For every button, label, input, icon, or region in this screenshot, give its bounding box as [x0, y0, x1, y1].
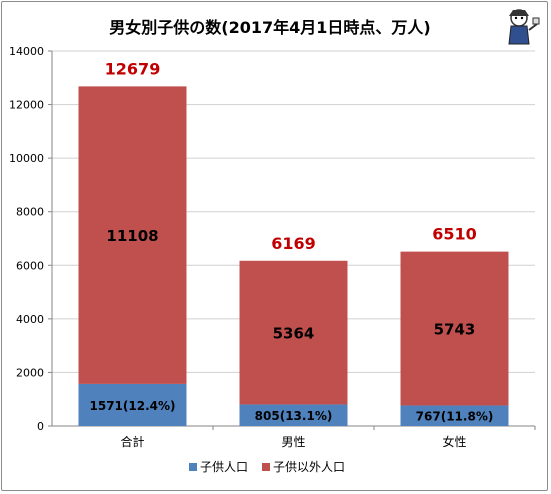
legend-label-child: 子供人口	[200, 460, 249, 474]
data-label: 767(11.8%)	[416, 410, 494, 424]
data-label: 5364	[273, 325, 315, 343]
legend-item-other: 子供以外人口	[262, 458, 345, 475]
y-tick-label: 10000	[9, 152, 44, 165]
data-label: 1571(12.4%)	[90, 399, 176, 413]
y-tick-label: 12000	[9, 99, 44, 112]
bar-segment-child	[400, 405, 509, 426]
y-tick-label: 8000	[16, 206, 44, 219]
legend-label-other: 子供以外人口	[273, 460, 346, 474]
mascot-illustration	[508, 9, 540, 45]
total-label: 12679	[105, 59, 161, 78]
y-tick-label: 2000	[16, 366, 44, 379]
bar-segment-other	[78, 86, 187, 384]
x-tick-label: 男性	[281, 435, 305, 449]
legend-item-child: 子供人口	[189, 458, 248, 475]
y-tick-label: 6000	[16, 259, 44, 272]
bar-segment-other	[239, 260, 348, 405]
data-label: 805(13.1%)	[255, 409, 333, 423]
bar-segment-child	[78, 383, 187, 426]
legend: 子供人口 子供以外人口	[189, 458, 345, 475]
x-tick-label: 女性	[442, 434, 466, 449]
data-label: 5743	[434, 321, 476, 339]
legend-swatch-child	[189, 462, 197, 471]
y-tick-label: 14000	[9, 45, 44, 58]
data-label: 11108	[106, 227, 158, 245]
x-tick-label: 合計	[120, 434, 144, 449]
chart-title: 男女別子供の数(2017年4月1日時点、万人)	[109, 18, 431, 37]
bar-segment-other	[400, 251, 509, 406]
legend-swatch-other	[262, 462, 271, 471]
bar-segment-child	[239, 404, 348, 426]
total-label: 6510	[432, 225, 477, 244]
total-label: 6169	[271, 234, 316, 253]
y-tick-label: 0	[37, 420, 44, 433]
y-tick-label: 4000	[16, 313, 44, 326]
